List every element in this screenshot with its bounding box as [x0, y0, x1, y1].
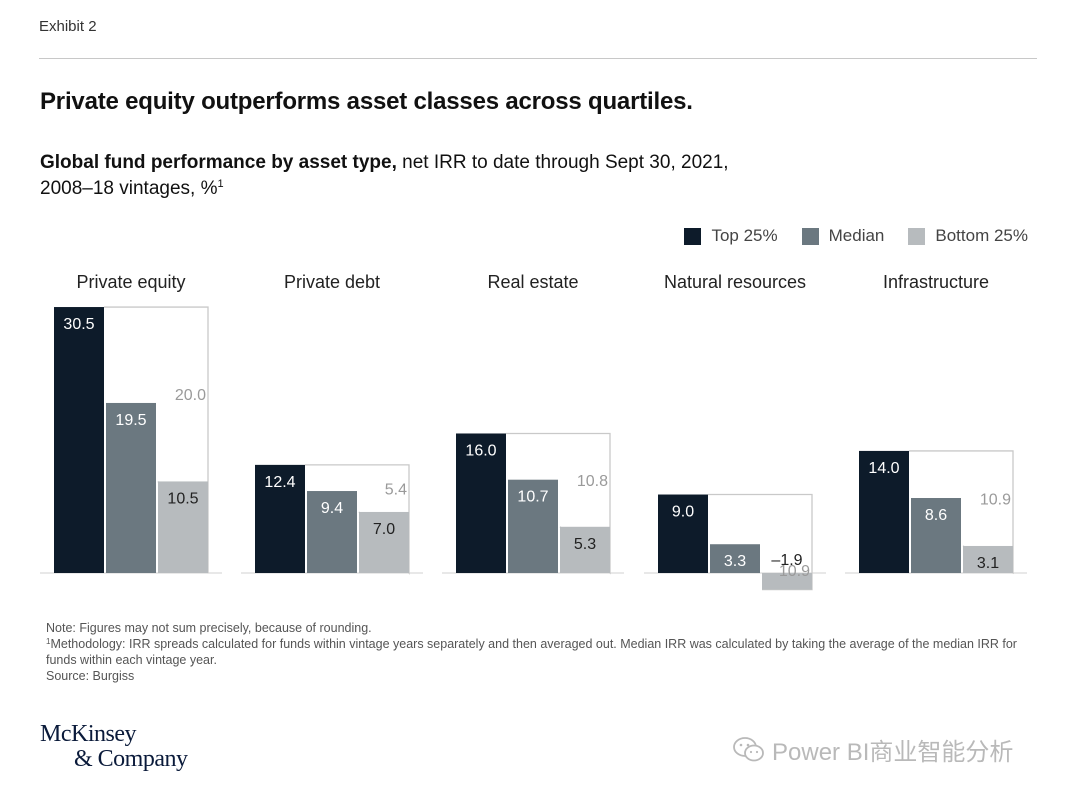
top-divider [39, 58, 1037, 59]
bar-equity-median [106, 402, 156, 573]
value-label-equity-top: 30.5 [63, 316, 94, 333]
methodology-text: Methodology: IRR spreads calculated for … [46, 637, 1017, 667]
note-rounding: Note: Figures may not sum precisely, bec… [46, 621, 372, 635]
wechat-icon [733, 736, 764, 761]
bar-natres-top [658, 494, 708, 573]
subtitle-rest: net IRR to date through Sept 30, 2021, [396, 152, 729, 173]
value-label-natres-top: 9.0 [672, 504, 694, 521]
value-label-natres-bottom: –1.9 [771, 552, 802, 569]
logo-line2: & Company [74, 746, 188, 772]
value-label-equity-median: 19.5 [115, 412, 146, 429]
bar-realestate-top [456, 433, 506, 573]
group-label-realestate: Real estate [487, 272, 578, 292]
legend-item-bottom: Bottom 25% [908, 226, 1028, 246]
group-label-debt: Private debt [284, 272, 380, 292]
bar-chart: Private equity 30.5 19.5 10.5 20.0 Private de… [40, 272, 1027, 591]
chart-subtitle: Global fund performance by asset type, n… [40, 150, 860, 202]
legend-label-top: Top 25% [711, 226, 778, 245]
spread-label-equity: 20.0 [175, 387, 206, 404]
value-label-debt-bottom: 7.0 [373, 521, 395, 538]
spread-label-realestate: 10.8 [577, 473, 608, 490]
bar-equity-bottom [158, 481, 208, 573]
subtitle-bold: Global fund performance by asset type, [40, 152, 397, 173]
legend-label-bottom: Bottom 25% [935, 226, 1028, 245]
bar-debt-bottom [359, 511, 409, 573]
legend-label-median: Median [828, 226, 885, 245]
watermark-text: Power BI商业智能分析 [772, 739, 1014, 766]
bar-debt-median [307, 491, 357, 573]
watermark: Power BI商业智能分析 [732, 732, 1013, 767]
value-label-realestate-median: 10.7 [517, 489, 548, 506]
bar-equity-top [54, 307, 104, 573]
legend-swatch-bottom [908, 227, 926, 245]
methodology-mark: 1 [46, 637, 51, 646]
exhibit-label: Exhibit 2 [39, 18, 97, 35]
legend-swatch-top [684, 227, 702, 245]
bar-debt-top [255, 464, 305, 573]
legend-item-top: Top 25% [684, 226, 778, 246]
bar-realestate-bottom [560, 526, 610, 573]
value-label-debt-median: 9.4 [321, 500, 343, 517]
legend: Top 25% Median Bottom 25% [660, 226, 1028, 246]
logo-line1: McKinsey [40, 721, 136, 747]
spread-label-natres: 10.9 [779, 563, 810, 580]
note-source: Source: Burgiss [46, 669, 135, 683]
bar-infra-bottom [963, 545, 1013, 573]
value-label-natres-median: 3.3 [724, 553, 746, 570]
mckinsey-logo: McKinsey & Company [40, 722, 188, 772]
group-label-infra: Infrastructure [883, 272, 989, 292]
value-label-equity-bottom: 10.5 [167, 490, 198, 507]
value-label-infra-median: 8.6 [925, 507, 947, 524]
value-label-debt-top: 12.4 [264, 474, 295, 491]
legend-item-median: Median [801, 226, 885, 246]
bar-natres-median [710, 544, 760, 573]
value-label-realestate-bottom: 5.3 [574, 536, 596, 553]
spread-label-infra: 10.9 [980, 491, 1011, 508]
value-label-infra-bottom: 3.1 [977, 555, 999, 572]
group-label-equity: Private equity [76, 272, 185, 292]
value-label-infra-top: 14.0 [868, 460, 899, 477]
chart-title: Private equity outperforms asset classes… [40, 88, 693, 115]
value-label-realestate-top: 16.0 [465, 442, 496, 459]
subtitle-line2: 2008–18 vintages, % [40, 178, 218, 199]
group-label-natres: Natural resources [664, 272, 806, 292]
subtitle-footnote-mark: 1 [217, 178, 224, 190]
footnotes: Note: Figures may not sum precisely, bec… [46, 620, 1046, 684]
bar-natres-bottom [762, 573, 812, 590]
note-methodology: 1Methodology: IRR spreads calculated for… [46, 636, 1046, 668]
spread-label-debt: 5.4 [385, 481, 407, 498]
bar-infra-median [911, 498, 961, 573]
bar-realestate-median [508, 479, 558, 573]
legend-swatch-median [801, 227, 819, 245]
bar-infra-top [859, 450, 909, 573]
